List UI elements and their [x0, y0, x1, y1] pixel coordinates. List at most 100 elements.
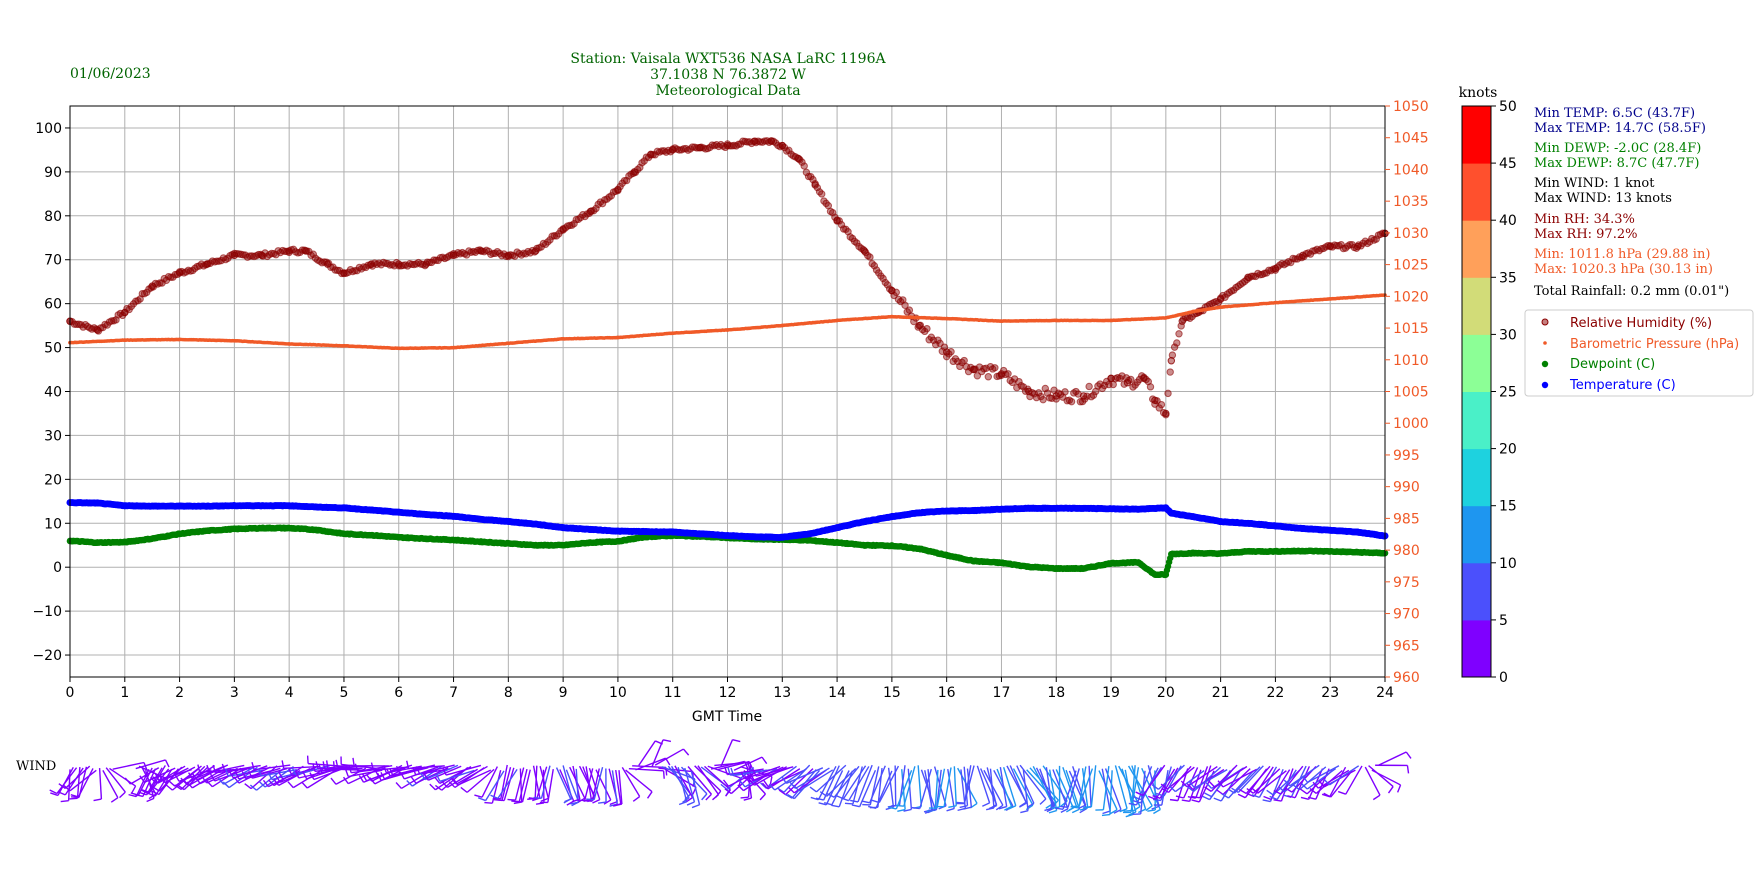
data-point-trail — [1173, 339, 1181, 347]
wind-barb-flag — [1204, 792, 1212, 798]
wind-barb — [1371, 769, 1401, 786]
x-tick-label: 2 — [175, 685, 184, 701]
wind-barb-flag — [1152, 798, 1162, 802]
wind-barbs — [49, 739, 1412, 818]
wind-barb-flag — [1169, 798, 1178, 802]
wind-barb-flag — [496, 798, 505, 802]
y-tick-label-right: 1010 — [1393, 353, 1429, 369]
wind-barb-flag — [861, 800, 870, 804]
wind-barb-flag — [93, 798, 102, 802]
data-point-trail — [870, 262, 879, 270]
stats-panel: Min TEMP: 6.5C (43.7F) Max TEMP: 14.7C (… — [1534, 106, 1729, 299]
stat-max-wind: Max WIND: 13 knots — [1534, 191, 1672, 206]
y-tick-label-right: 960 — [1393, 670, 1420, 686]
data-point-trail — [800, 162, 808, 170]
y-tick-label-left: 90 — [44, 165, 62, 181]
y-tick-label-right: 1050 — [1393, 99, 1429, 115]
y-tick-label-right: 965 — [1393, 638, 1420, 654]
wind-barb-flag — [759, 793, 766, 801]
y-tick-label-right: 1000 — [1393, 416, 1429, 432]
legend-label-temperature: Temperature (C) — [1569, 378, 1676, 393]
colorbar-tick-label: 35 — [1499, 270, 1517, 286]
data-point-trail — [892, 288, 900, 297]
y-tick-label-right: 1025 — [1393, 258, 1429, 274]
data-point-trail — [1214, 298, 1223, 307]
wind-barb — [1378, 751, 1407, 766]
wind-barb — [102, 770, 119, 799]
data-point-trail — [1035, 389, 1043, 397]
y-tick-label-left: −20 — [32, 648, 62, 664]
wind-barb-flag — [1060, 805, 1069, 809]
wind-barb-flag — [809, 786, 817, 793]
colorbar-segment — [1462, 277, 1491, 335]
data-point-trail — [620, 176, 629, 185]
wind-barb-flag — [1071, 808, 1080, 814]
y-tick-label-left: 60 — [44, 297, 62, 313]
wind-barb-flag — [244, 783, 252, 790]
wind-barb — [514, 767, 525, 801]
data-point-trail — [598, 199, 607, 208]
data-point-trail — [592, 204, 600, 213]
chart-title-line2: 37.1038 N 76.3872 W — [650, 67, 806, 83]
colorbar-segment — [1462, 106, 1491, 164]
wind-barb-flag — [146, 797, 155, 803]
y-tick-label-right: 1005 — [1393, 385, 1429, 401]
y-tick-label-right: 1045 — [1393, 131, 1429, 147]
wind-barb-flag — [1128, 802, 1137, 806]
data-point-trail — [883, 281, 892, 289]
x-tick-label: 17 — [993, 685, 1011, 701]
legend-label-humidity: Relative Humidity (%) — [1570, 316, 1712, 331]
wind-barb-flag — [1405, 751, 1412, 759]
y-tick-label-left: 100 — [35, 121, 62, 137]
x-axis-label: GMT Time — [692, 709, 762, 725]
data-point-trail — [960, 356, 968, 365]
data-point-trail — [1166, 368, 1174, 376]
wind-barb-flag — [956, 801, 965, 804]
wind-barb-flag — [119, 791, 126, 799]
wind-barb-flag — [959, 804, 968, 809]
y-tick-label-left: 80 — [44, 209, 62, 225]
wind-barb-flag — [1213, 797, 1222, 802]
x-tick-label: 9 — [559, 685, 568, 701]
x-tick-label: 15 — [883, 685, 901, 701]
x-tick-label: 10 — [609, 685, 627, 701]
wind-barb-flag — [732, 739, 741, 743]
wind-barb-flag — [632, 795, 641, 802]
x-tick-label: 14 — [828, 685, 846, 701]
colorbar-tick-label: 45 — [1499, 156, 1517, 172]
wind-barb-flag — [474, 794, 483, 798]
wind-barb — [497, 768, 518, 799]
wind-barb-flag — [1273, 799, 1282, 802]
colorbar-tick-label: 20 — [1499, 442, 1517, 458]
wind-barb-flag — [484, 801, 493, 804]
data-point-trail — [785, 146, 793, 155]
data-point-trail — [1089, 391, 1098, 399]
x-axis-ticks: 0 1 2 3 4 5 6 7 8 9 10 11 12 13 14 15 16 17 18 19 20 21 22 23 24 — [66, 677, 1394, 701]
stat-max-rh: Max RH: 97.2% — [1534, 227, 1637, 242]
wind-barb-flag — [140, 748, 146, 753]
y-tick-label-right: 1015 — [1393, 321, 1429, 337]
y-tick-label-left: 10 — [44, 516, 62, 532]
wind-barb-flag — [1048, 809, 1057, 814]
data-point-trail — [1146, 383, 1155, 391]
stat-max-press: Max: 1020.3 hPa (30.13 in) — [1534, 262, 1713, 277]
y-tick-label-right: 970 — [1393, 607, 1420, 623]
wind-barb-flag — [197, 764, 201, 773]
x-tick-label: 4 — [285, 685, 294, 701]
wind-barb — [638, 740, 656, 766]
wind-barb-flag — [330, 777, 337, 785]
colorbar-tick-label: 50 — [1499, 99, 1517, 115]
data-point-trail — [798, 158, 806, 166]
wind-barb-flag — [982, 802, 990, 807]
stat-max-dewp: Max DEWP: 8.7C (47.7F) — [1534, 156, 1699, 171]
wind-barb — [798, 769, 834, 792]
data-point-trail — [905, 306, 914, 314]
data-point-trail — [156, 279, 164, 287]
wind-barb-flag — [477, 797, 486, 802]
stat-min-wind: Min WIND: 1 knot — [1534, 176, 1655, 191]
wind-barb-flag — [110, 797, 119, 803]
wind-barb-flag — [1147, 809, 1156, 812]
x-tick-label: 13 — [773, 685, 791, 701]
data-point-trail — [1061, 388, 1069, 396]
wind-barb-flag — [1175, 795, 1184, 799]
